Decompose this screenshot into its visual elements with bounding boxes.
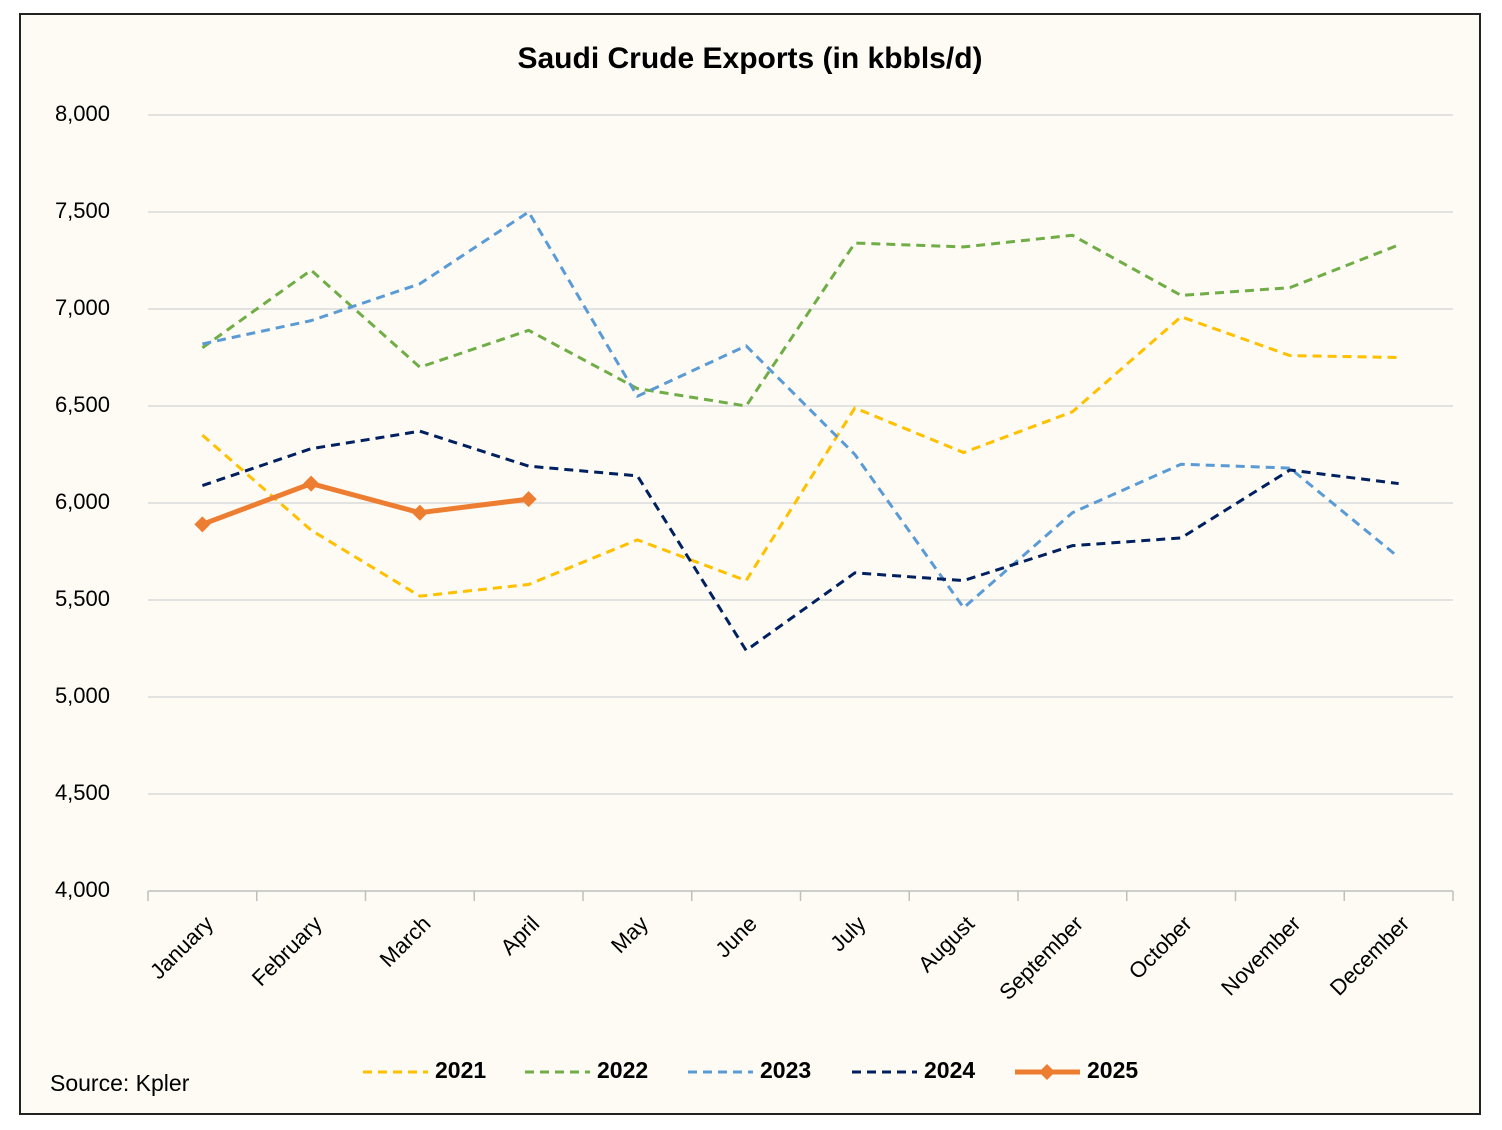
- legend-label: 2024: [924, 1057, 975, 1083]
- y-tick-label: 7,000: [55, 295, 110, 320]
- y-tick-label: 7,500: [55, 198, 110, 223]
- series-marker: [411, 504, 428, 521]
- y-tick-label: 6,000: [55, 489, 110, 514]
- series-line: [202, 210, 1400, 610]
- series-line: [201, 315, 1399, 598]
- series-line: [201, 481, 529, 527]
- legend-marker: [1039, 1064, 1055, 1080]
- chart-frame: [19, 13, 1481, 1115]
- legend-label: 2021: [435, 1057, 486, 1083]
- series-marker: [194, 516, 211, 533]
- series-line: [201, 233, 1400, 408]
- legend-label: 2025: [1087, 1057, 1138, 1083]
- y-tick-label: 4,000: [55, 877, 110, 902]
- series-marker: [520, 491, 537, 508]
- legend-label: 2022: [597, 1057, 648, 1083]
- y-tick-label: 4,500: [55, 780, 110, 805]
- y-tick-label: 8,000: [55, 101, 110, 126]
- series-marker: [303, 475, 320, 492]
- y-tick-label: 5,500: [55, 586, 110, 611]
- legend-label: 2023: [760, 1057, 811, 1083]
- series-line: [201, 429, 1399, 652]
- source-note: Source: Kpler: [50, 1070, 190, 1096]
- y-tick-label: 6,500: [55, 392, 110, 417]
- y-tick-label: 5,000: [55, 683, 110, 708]
- chart-title: Saudi Crude Exports (in kbbls/d): [517, 42, 982, 75]
